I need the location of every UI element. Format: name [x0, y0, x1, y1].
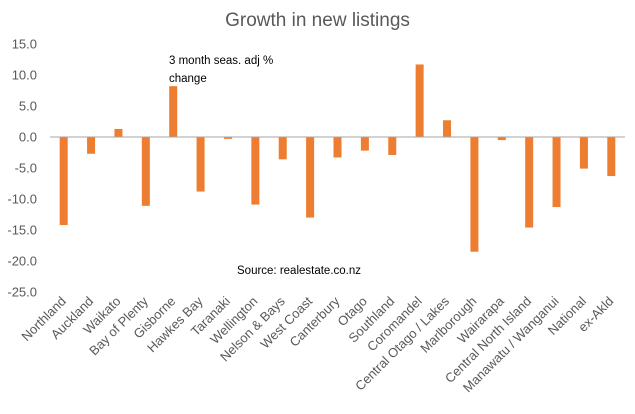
y-tick-label: -20.0: [7, 254, 37, 269]
y-tick-label: -10.0: [7, 192, 37, 207]
bar-ex-akld: [607, 137, 616, 177]
bar-hawkes-bay: [196, 137, 205, 192]
y-tick-label: -15.0: [7, 223, 37, 238]
annotation-line-1: 3 month seas. adj %: [169, 55, 273, 67]
bar-waikato: [114, 128, 123, 137]
y-axis: 15.0 10.0 5.0 0.0 -5.0 -10.0 -15.0 -20.0 -25.0: [7, 37, 37, 300]
bar-coromandel: [415, 64, 424, 137]
bar-national: [579, 137, 588, 169]
y-tick-label: 15.0: [12, 37, 37, 52]
y-tick-label: 0.0: [19, 130, 37, 145]
bar-wairarapa: [497, 137, 506, 141]
bar-nelson-bays: [278, 137, 287, 160]
bar-southland: [388, 137, 397, 155]
bar-marlborough: [470, 137, 479, 252]
bars: [59, 64, 616, 252]
bar-wellington: [251, 137, 260, 205]
bar-bay-of-plenty: [141, 137, 150, 206]
bar-central-north-island: [525, 137, 534, 228]
bar-northland: [59, 137, 68, 226]
bar-canterbury: [333, 137, 342, 158]
annotation-line-2: change: [169, 73, 207, 85]
y-tick-label: 5.0: [19, 99, 37, 114]
y-tick-label: -25.0: [7, 285, 37, 300]
bar-otago: [360, 137, 369, 151]
bar-gisborne: [169, 86, 178, 137]
bar-taranaki: [223, 137, 232, 139]
bar-auckland: [87, 137, 96, 154]
y-tick-label: 10.0: [12, 68, 37, 83]
bar-manawatu-wanganui: [552, 137, 561, 208]
chart-title: Growth in new listings: [225, 10, 410, 31]
bar-central-otago-lakes: [443, 120, 452, 137]
source-note: Source: realestate.co.nz: [237, 265, 361, 277]
y-tick-label: -5.0: [15, 161, 37, 176]
bar-west-coast: [306, 137, 315, 218]
